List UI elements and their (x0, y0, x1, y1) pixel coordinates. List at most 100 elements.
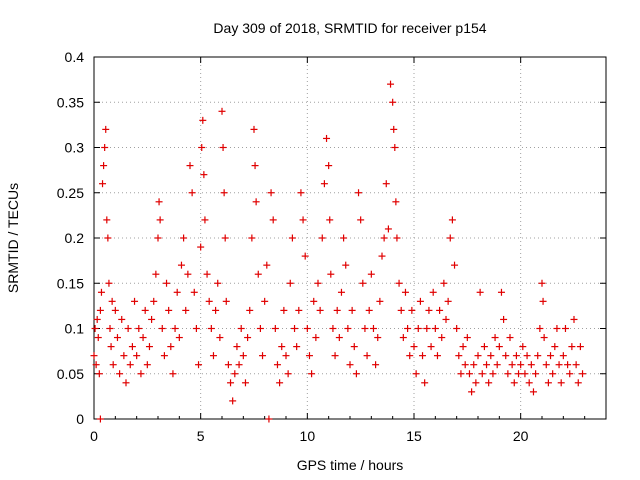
data-point (133, 352, 141, 360)
data-point (182, 306, 190, 314)
data-point (143, 361, 151, 369)
data-point (429, 288, 437, 296)
data-point (425, 306, 433, 314)
data-point (446, 234, 454, 242)
data-point (221, 234, 229, 242)
data-point (410, 343, 418, 351)
data-point (576, 343, 584, 351)
data-point (303, 325, 311, 332)
data-point (421, 379, 429, 387)
data-point (320, 180, 328, 188)
data-point (288, 234, 296, 242)
data-point (359, 279, 367, 287)
y-tick-label: 0.05 (57, 366, 84, 382)
data-point (472, 379, 480, 387)
y-tick-label: 0.35 (57, 94, 84, 110)
data-point (323, 134, 331, 142)
data-point (286, 279, 294, 287)
data-point (361, 325, 369, 332)
x-tick-label: 10 (300, 428, 316, 444)
data-point (448, 216, 456, 224)
data-point (559, 352, 567, 360)
data-point (570, 315, 578, 323)
data-point (177, 261, 185, 269)
data-point (310, 297, 318, 305)
data-point (269, 216, 277, 224)
data-point (549, 370, 557, 378)
data-point (150, 297, 158, 305)
data-point (374, 334, 382, 342)
data-point (252, 198, 260, 206)
data-point (91, 325, 99, 332)
y-tick-label: 0 (76, 411, 84, 427)
data-point (305, 352, 313, 360)
data-point (95, 370, 103, 378)
y-tick-label: 0.1 (65, 321, 85, 337)
data-point (416, 297, 424, 305)
data-point (145, 343, 153, 351)
data-point (241, 379, 249, 387)
data-point (515, 370, 523, 378)
data-point (333, 306, 341, 314)
data-point (344, 325, 352, 332)
data-point (568, 343, 576, 351)
data-point (369, 325, 377, 332)
data-point (352, 370, 360, 378)
data-point (414, 325, 422, 332)
data-point (158, 325, 166, 332)
data-point (282, 352, 290, 360)
data-point (276, 379, 284, 387)
data-point (301, 252, 309, 260)
data-point (547, 352, 555, 360)
data-point (148, 315, 156, 323)
data-point (256, 325, 264, 332)
y-tick-label: 0.25 (57, 185, 84, 201)
data-point (222, 297, 230, 305)
data-point (180, 234, 188, 242)
data-point (459, 343, 467, 351)
data-point (476, 288, 484, 296)
data-point (525, 379, 533, 387)
data-point (156, 216, 164, 224)
data-point (293, 343, 301, 351)
data-point (186, 162, 194, 170)
data-point (105, 279, 113, 287)
data-point (102, 125, 110, 133)
data-point (392, 198, 400, 206)
data-point (397, 306, 405, 314)
data-point (357, 216, 365, 224)
data-point (93, 315, 101, 323)
data-point (337, 288, 345, 296)
data-point (106, 325, 114, 332)
data-point (190, 288, 198, 296)
data-point (512, 352, 520, 360)
data-point (197, 243, 205, 251)
data-point (542, 361, 550, 369)
data-point (97, 288, 105, 296)
data-point (378, 252, 386, 260)
data-point (506, 334, 514, 342)
data-point (564, 361, 572, 369)
data-point (367, 270, 375, 278)
data-point (92, 361, 100, 369)
data-point (239, 352, 247, 360)
y-tick-label: 0.4 (65, 49, 85, 65)
data-point (572, 361, 580, 369)
data-point (126, 361, 134, 369)
data-point (384, 225, 392, 233)
data-point (355, 189, 363, 197)
data-point (216, 334, 224, 342)
data-point (551, 343, 559, 351)
data-point (251, 162, 259, 170)
data-point (387, 80, 395, 88)
data-point (470, 361, 478, 369)
data-point (478, 370, 486, 378)
data-point (295, 306, 303, 314)
y-tick-label: 0.2 (65, 230, 85, 246)
data-point (553, 325, 561, 332)
data-point (192, 325, 200, 332)
data-point (495, 343, 503, 351)
data-point (544, 379, 552, 387)
data-point (517, 361, 525, 369)
